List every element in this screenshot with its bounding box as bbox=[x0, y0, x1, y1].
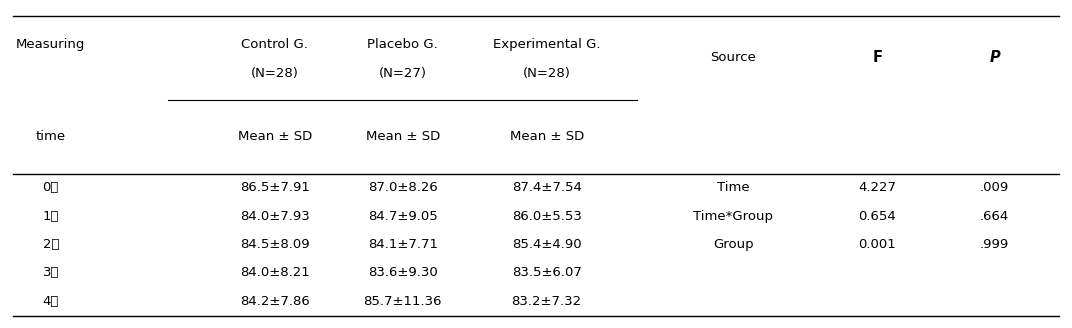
Text: 84.2±7.86: 84.2±7.86 bbox=[240, 295, 310, 308]
Text: P: P bbox=[989, 50, 1000, 65]
Text: 83.2±7.32: 83.2±7.32 bbox=[511, 295, 582, 308]
Text: time: time bbox=[35, 130, 65, 143]
Text: 86.5±7.91: 86.5±7.91 bbox=[240, 181, 310, 195]
Text: Time*Group: Time*Group bbox=[694, 210, 773, 223]
Text: 87.4±7.54: 87.4±7.54 bbox=[511, 181, 582, 195]
Text: 84.5±8.09: 84.5±8.09 bbox=[240, 238, 310, 251]
Text: Control G.: Control G. bbox=[241, 38, 308, 51]
Text: Experimental G.: Experimental G. bbox=[493, 38, 600, 51]
Text: .664: .664 bbox=[980, 210, 1009, 223]
Text: 3주: 3주 bbox=[43, 266, 59, 279]
Text: 0주: 0주 bbox=[43, 181, 59, 195]
Text: Mean ± SD: Mean ± SD bbox=[238, 130, 312, 143]
Text: Mean ± SD: Mean ± SD bbox=[366, 130, 440, 143]
Text: 83.6±9.30: 83.6±9.30 bbox=[368, 266, 437, 279]
Text: (N=28): (N=28) bbox=[523, 67, 570, 80]
Text: Measuring: Measuring bbox=[16, 38, 86, 51]
Text: 84.1±7.71: 84.1±7.71 bbox=[368, 238, 437, 251]
Text: (N=28): (N=28) bbox=[251, 67, 299, 80]
Text: 85.7±11.36: 85.7±11.36 bbox=[363, 295, 442, 308]
Text: .009: .009 bbox=[980, 181, 1009, 195]
Text: 0.001: 0.001 bbox=[859, 238, 896, 251]
Text: 84.7±9.05: 84.7±9.05 bbox=[368, 210, 437, 223]
Text: Time: Time bbox=[717, 181, 749, 195]
Text: 2주: 2주 bbox=[43, 238, 59, 251]
Text: 0.654: 0.654 bbox=[859, 210, 896, 223]
Text: 1주: 1주 bbox=[43, 210, 59, 223]
Text: 85.4±4.90: 85.4±4.90 bbox=[511, 238, 581, 251]
Text: Group: Group bbox=[713, 238, 754, 251]
Text: 86.0±5.53: 86.0±5.53 bbox=[511, 210, 582, 223]
Text: 4주: 4주 bbox=[43, 295, 59, 308]
Text: 4.227: 4.227 bbox=[859, 181, 896, 195]
Text: Mean ± SD: Mean ± SD bbox=[509, 130, 584, 143]
Text: 83.5±6.07: 83.5±6.07 bbox=[511, 266, 582, 279]
Text: .999: .999 bbox=[980, 238, 1009, 251]
Text: 87.0±8.26: 87.0±8.26 bbox=[368, 181, 437, 195]
Text: 84.0±8.21: 84.0±8.21 bbox=[240, 266, 310, 279]
Text: (N=27): (N=27) bbox=[378, 67, 427, 80]
Text: Source: Source bbox=[711, 51, 756, 64]
Text: 84.0±7.93: 84.0±7.93 bbox=[240, 210, 310, 223]
Text: F: F bbox=[873, 50, 882, 65]
Text: Placebo G.: Placebo G. bbox=[368, 38, 438, 51]
